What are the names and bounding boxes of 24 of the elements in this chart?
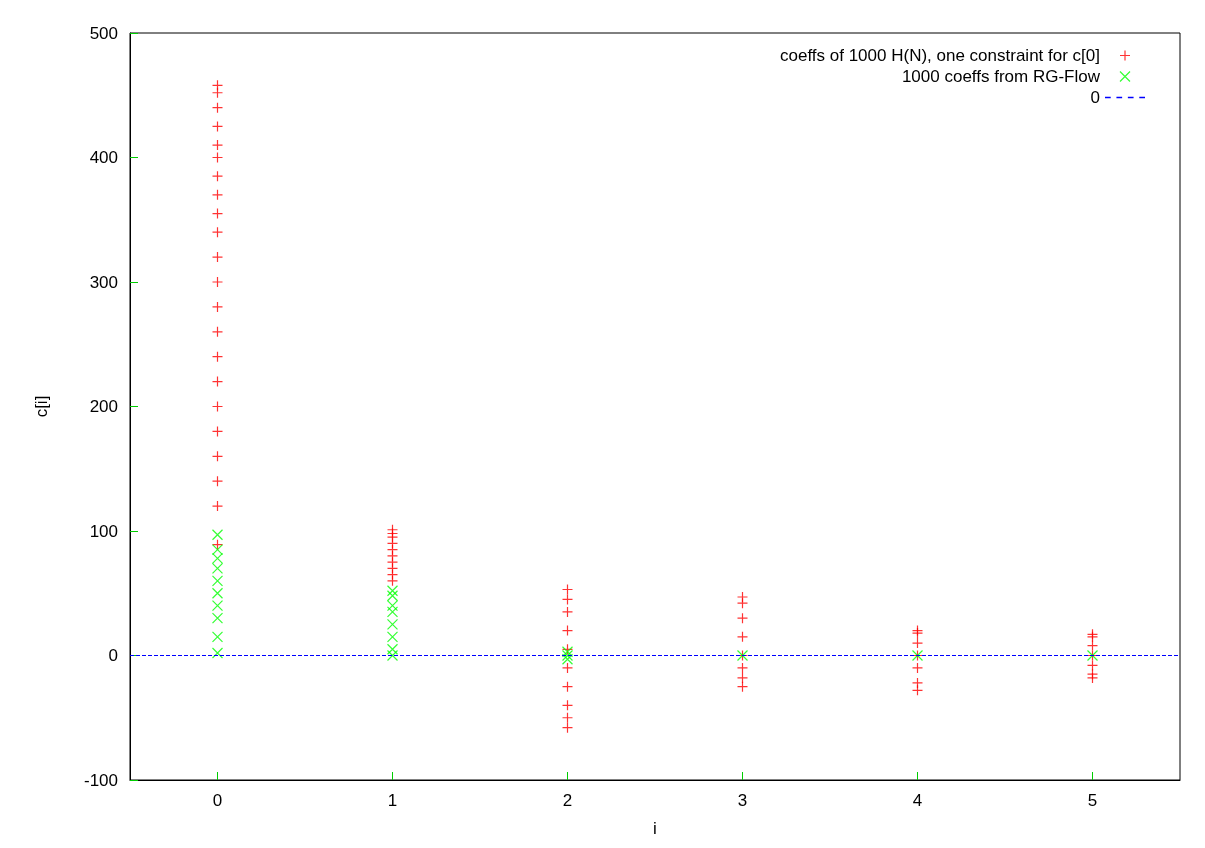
y-tick-label: 500 — [89, 23, 118, 43]
y-tick-label: 0 — [108, 646, 118, 665]
x-axis-title: i — [653, 819, 657, 838]
y-tick-label: -100 — [83, 770, 118, 790]
y-tick-label: 100 — [89, 521, 118, 541]
x-tick-label: 0 — [212, 791, 223, 810]
point — [386, 649, 399, 662]
point — [386, 585, 399, 597]
point — [561, 649, 574, 662]
point — [211, 529, 224, 541]
y-tick-label: 300 — [89, 272, 118, 292]
point — [211, 631, 224, 643]
y-tick-label: 200 — [89, 397, 118, 416]
x-tick-label: 5 — [1087, 791, 1098, 810]
legend-label: 1000 coeffs from RG-Flow — [901, 67, 1101, 86]
x-tick-label: 3 — [737, 791, 748, 810]
point — [211, 647, 224, 659]
y-axis-title: c[i] — [32, 395, 51, 418]
legend-label: 0 — [1090, 88, 1100, 107]
x-tick-label: 4 — [912, 791, 923, 810]
x-tick-label: 2 — [562, 791, 573, 810]
legend-label: coeffs of 1000 H(N), one constraint for c[0] — [779, 46, 1100, 65]
x-tick-label: 1 — [387, 791, 398, 810]
y-tick-label: 400 — [89, 148, 118, 167]
